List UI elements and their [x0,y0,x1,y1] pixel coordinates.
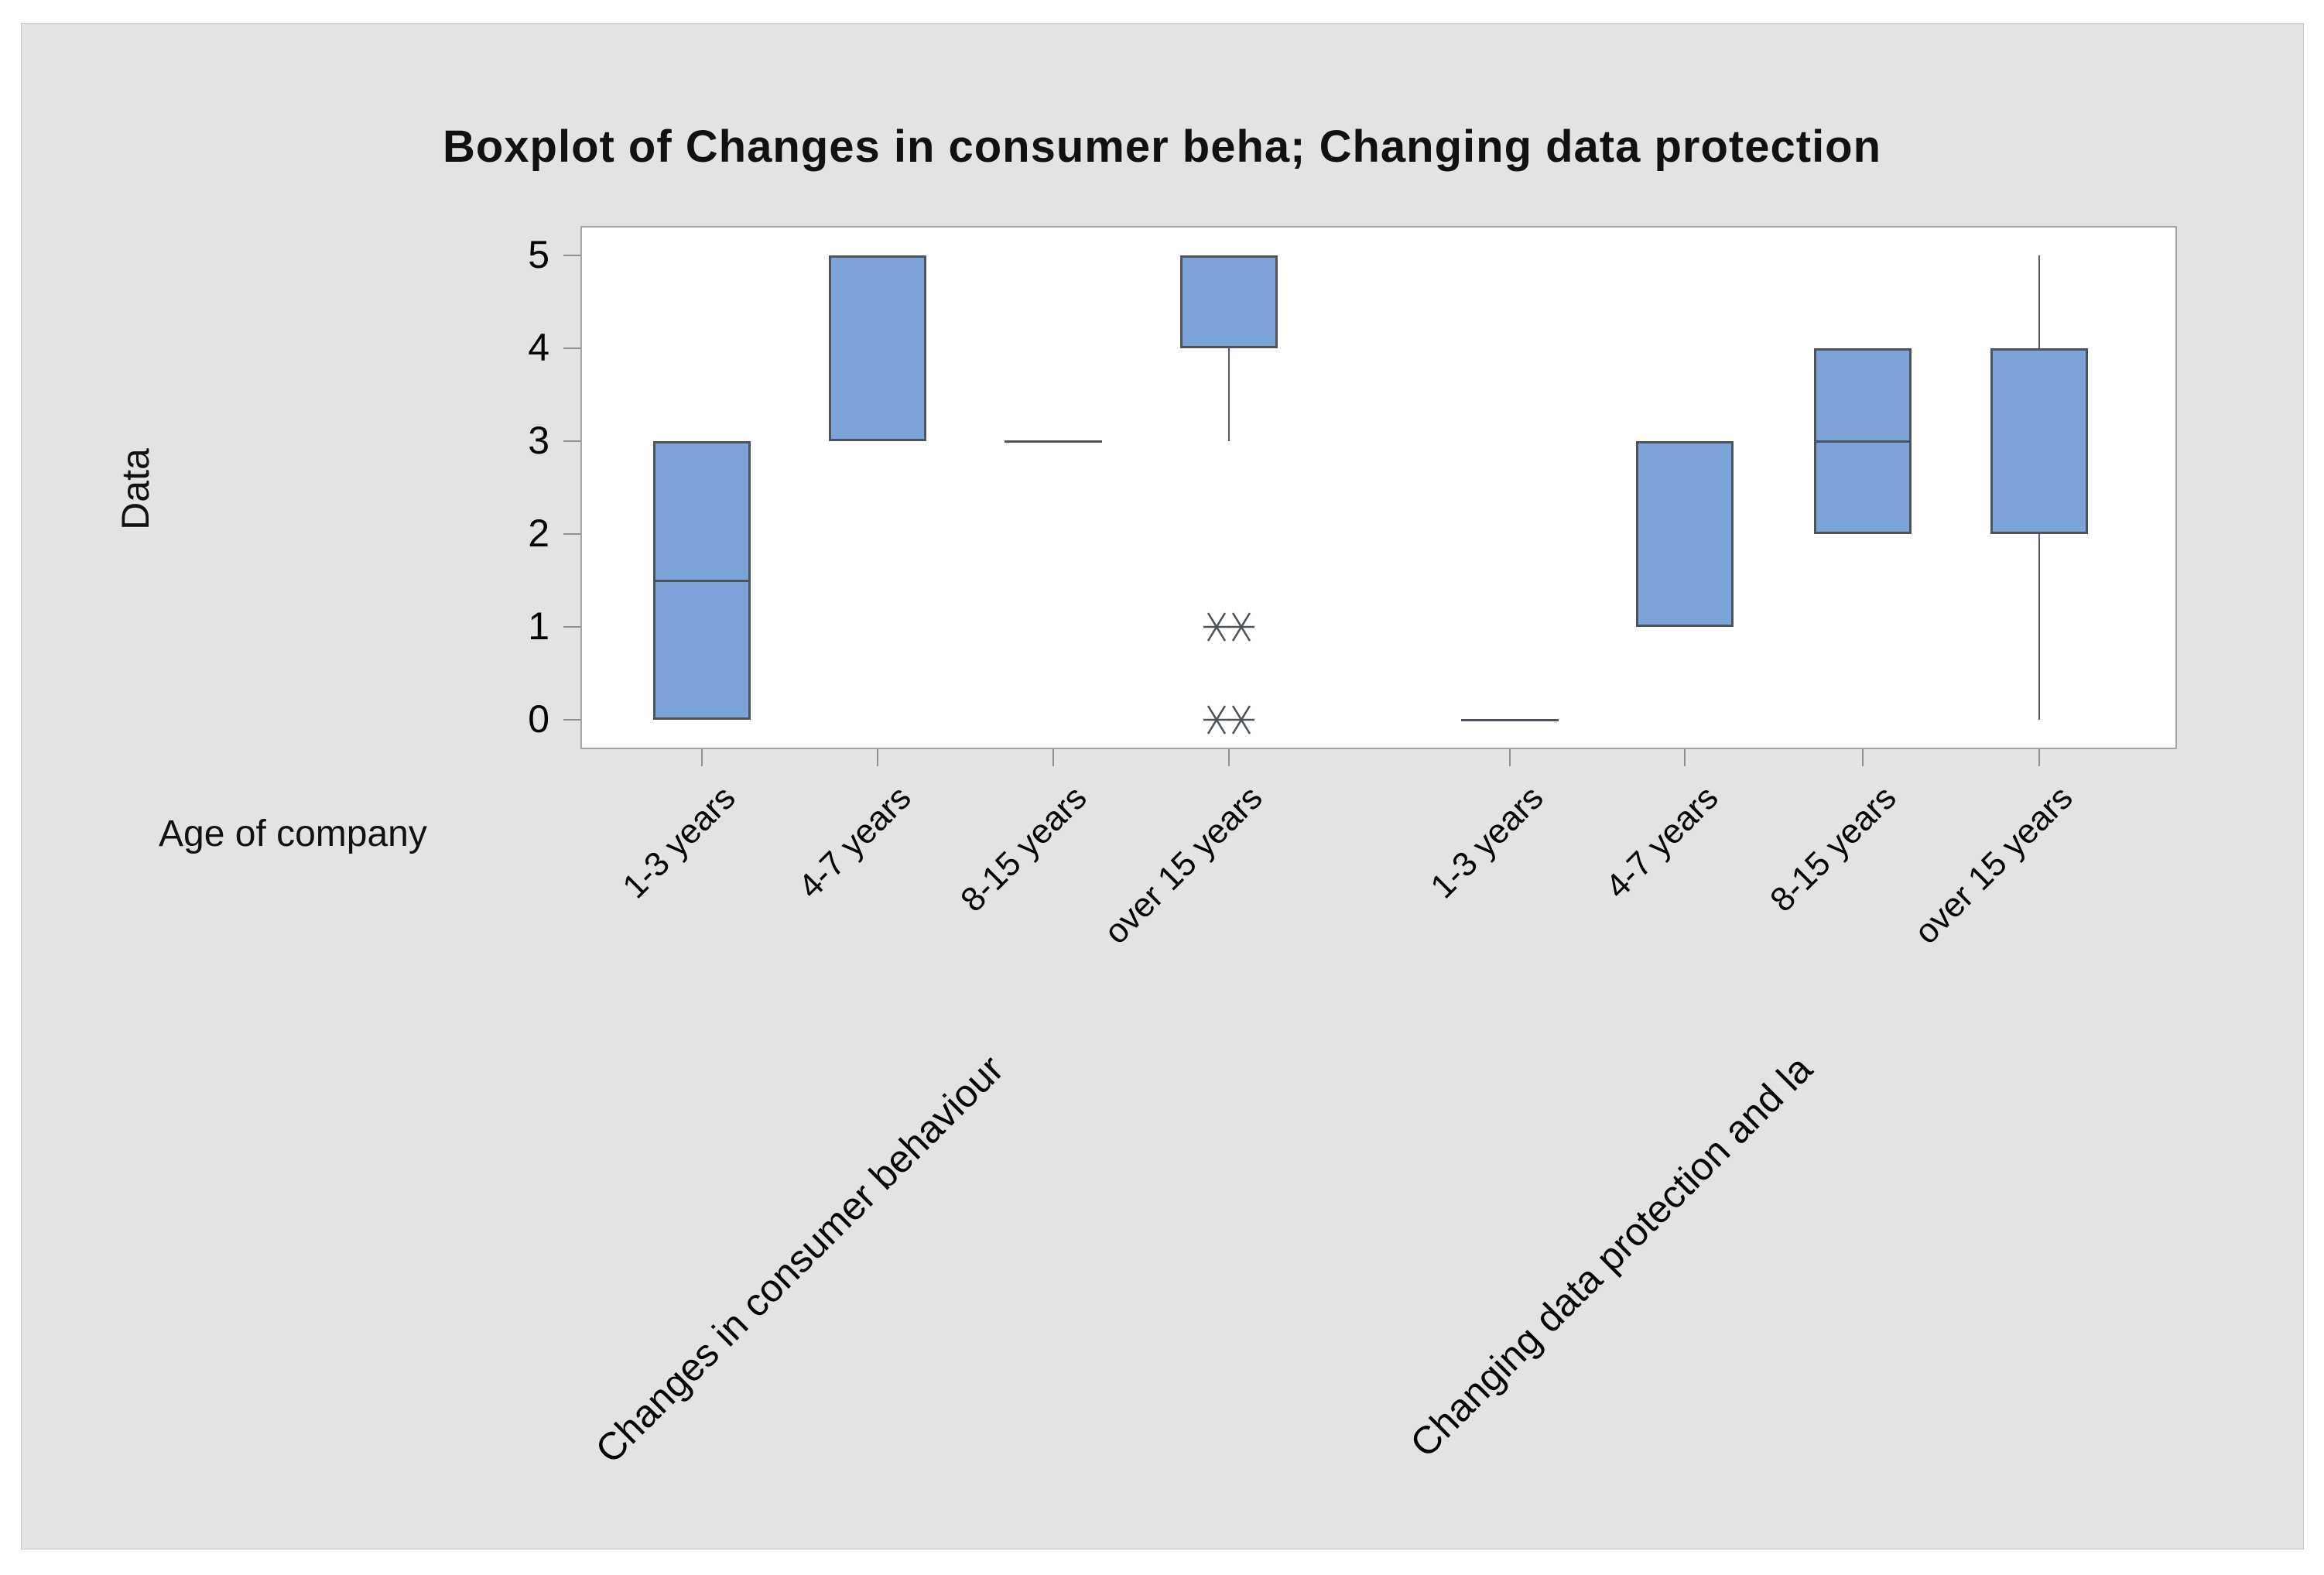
y-tick-label: 4 [528,326,549,369]
boxplot-box [829,255,926,441]
boxplot-whisker-upper [2038,255,2040,348]
boxplot-whisker-lower [1228,348,1230,441]
y-tick-mark [563,348,580,349]
boxplot-degenerate-box [1005,440,1102,443]
x-tick-mark [1862,749,1864,766]
x-tick-mark [2038,749,2040,766]
boxplot-degenerate-box [1461,719,1559,721]
y-axis-title: Data [114,448,157,530]
y-tick-label: 5 [528,233,549,276]
chart-title: Boxplot of Changes in consumer beha; Cha… [442,122,1882,172]
boxplot-box [1636,441,1734,627]
y-tick-label: 1 [528,604,549,648]
boxplot-whisker-lower [2038,534,2040,720]
outlier-asterisk-icon [1201,703,1232,737]
y-tick-mark [563,626,580,628]
x-tick-mark [701,749,703,766]
x-axis-title: Age of company [159,813,427,854]
x-tick-mark [877,749,878,766]
x-tick-mark [1052,749,1054,766]
x-tick-mark [1684,749,1686,766]
y-tick-mark [563,719,580,721]
y-tick-mark [563,255,580,256]
boxplot-median-line [1814,440,1912,443]
boxplot-box [1990,348,2088,534]
y-tick-mark [563,533,580,535]
y-tick-label: 2 [528,512,549,555]
y-tick-label: 0 [528,697,549,741]
outlier-asterisk-icon [1226,703,1257,737]
y-tick-mark [563,440,580,442]
outlier-asterisk-icon [1201,610,1232,644]
x-tick-mark [1509,749,1511,766]
y-tick-label: 3 [528,419,549,462]
boxplot-box [1180,255,1278,348]
boxplot-median-line [653,580,751,582]
x-tick-mark [1228,749,1230,766]
plot-area [580,226,2177,749]
outlier-asterisk-icon [1226,610,1257,644]
